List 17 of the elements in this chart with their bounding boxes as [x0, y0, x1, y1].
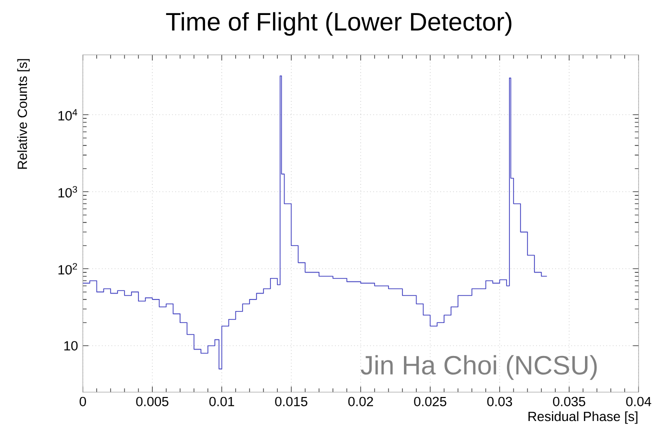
x-tick-label: 0.01: [209, 396, 234, 406]
annotation: Jin Ha Choi (NCSU): [360, 355, 597, 380]
chart-title: Time of Flight (Lower Detector): [166, 12, 512, 36]
x-tick-label: 0.04: [626, 396, 652, 406]
x-tick-label: 0: [80, 396, 86, 406]
y-tick-label: 10$^{3}$: [58, 186, 78, 198]
x-axis-title: Residual Phase [s]: [528, 411, 638, 424]
y-tick-label: 10$^{2}$: [58, 263, 77, 274]
x-tick-label: 0.015: [275, 396, 308, 406]
x-tick-label: 0.035: [553, 396, 586, 406]
x-tick-label: 0.025: [414, 396, 446, 406]
y-tick-label: 10$^{4}$: [58, 109, 78, 120]
x-tick-label: 0.005: [136, 396, 168, 406]
x-tick-label: 0.03: [487, 396, 512, 406]
x-tick-label: 0.02: [348, 396, 374, 406]
y-tick-label: 10: [64, 341, 78, 350]
y-axis-title: Relative Counts [s]: [17, 59, 30, 169]
